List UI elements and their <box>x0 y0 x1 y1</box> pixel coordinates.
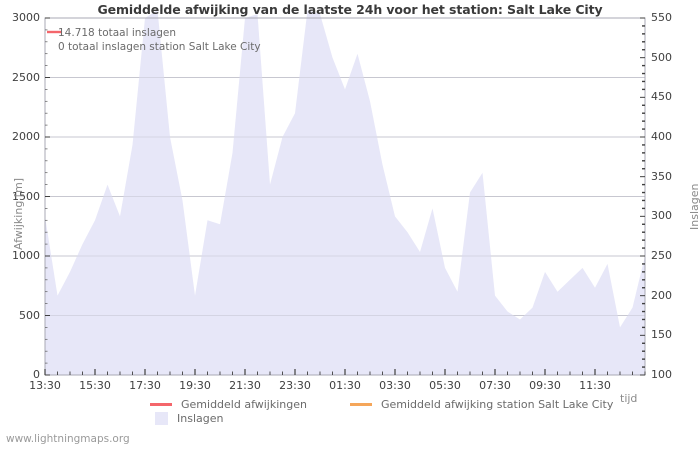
ytick-right-300: 300 <box>651 209 672 223</box>
legend-item-deviation-avg[interactable]: Gemiddeld afwijkingen <box>150 398 307 411</box>
page-title: Gemiddelde afwijking van de laatste 24h … <box>97 2 603 17</box>
y2-axis-label: Inslagen <box>688 183 700 230</box>
y-axis-label: Afwijking [m] <box>12 177 25 250</box>
xtick-21:30: 21:30 <box>229 379 261 392</box>
ytick-left-1500: 1500 <box>12 189 40 203</box>
xtick-15:30: 15:30 <box>79 379 111 392</box>
legend-item-strikes[interactable]: Inslagen <box>150 412 223 425</box>
ytick-right-250: 250 <box>651 249 672 262</box>
ytick-right-400: 400 <box>651 130 672 143</box>
ytick-left-0: 0 <box>33 368 40 381</box>
annotation-station-strikes: 0 totaal inslagen station Salt Lake City <box>58 41 261 53</box>
ytick-left-1000: 1000 <box>12 249 40 262</box>
legend-row-2: Inslagen <box>150 412 223 428</box>
legend-row-1: Gemiddeld afwijkingen Gemiddeld afwijkin… <box>150 396 613 411</box>
x-axis-label: tijd <box>620 392 638 405</box>
legend-line-swatch-deviation <box>150 403 172 406</box>
legend-item-deviation-station[interactable]: Gemiddeld afwijking station Salt Lake Ci… <box>349 398 614 411</box>
ytick-left-500: 500 <box>19 308 40 322</box>
area-series-inslagen <box>45 10 645 375</box>
legend-label-deviation-avg: Gemiddeld afwijkingen <box>181 398 307 411</box>
xtick-03:30: 03:30 <box>379 379 411 392</box>
xtick-09:30: 09:30 <box>529 379 561 392</box>
ytick-right-550: 550 <box>651 11 672 24</box>
footer-watermark: www.lightningmaps.org <box>6 433 130 445</box>
ytick-right-500: 500 <box>651 50 672 64</box>
xtick-11:30: 11:30 <box>579 379 611 392</box>
legend-label-deviation-station: Gemiddeld afwijking station Salt Lake Ci… <box>380 398 614 411</box>
xtick-17:30: 17:30 <box>129 379 161 392</box>
ytick-left-2000: 2000 <box>12 130 40 143</box>
xtick-01:30: 01:30 <box>329 379 361 392</box>
annotation-total-strikes: 14.718 totaal inslagen <box>58 27 177 39</box>
ytick-right-450: 450 <box>651 90 672 104</box>
xtick-19:30: 19:30 <box>179 379 211 392</box>
xtick-05:30: 05:30 <box>429 379 461 392</box>
ytick-right-150: 150 <box>651 328 672 342</box>
legend-area-swatch-strikes <box>155 412 168 425</box>
ytick-right-100: 100 <box>651 368 672 381</box>
legend-label-strikes: Inslagen <box>177 412 224 425</box>
xtick-23:30: 23:30 <box>279 379 311 392</box>
xtick-13:30: 13:30 <box>29 379 61 392</box>
ytick-right-350: 350 <box>651 169 672 183</box>
legend-line-swatch-station <box>349 403 372 406</box>
ytick-right-200: 200 <box>651 288 672 302</box>
ytick-left-2500: 2500 <box>12 70 40 84</box>
ytick-left-3000: 3000 <box>12 11 40 24</box>
xtick-07:30: 07:30 <box>479 379 511 392</box>
